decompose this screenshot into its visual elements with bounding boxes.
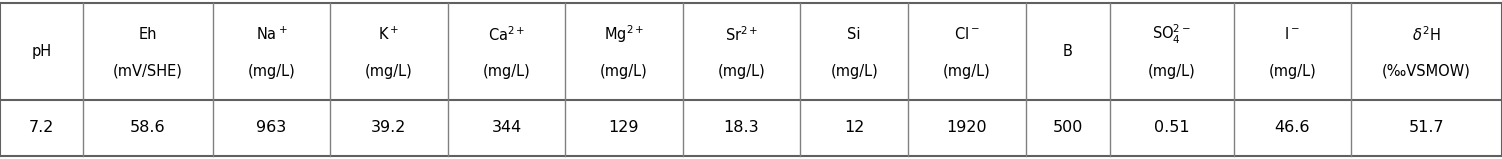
Text: 0.51: 0.51 (1154, 121, 1190, 135)
Text: B: B (1063, 44, 1072, 59)
Text: (mV/SHE): (mV/SHE) (113, 64, 183, 79)
Text: Na$^+$: Na$^+$ (255, 26, 287, 43)
Text: I$^-$: I$^-$ (1284, 26, 1301, 42)
Text: (mg/L): (mg/L) (943, 64, 991, 79)
Text: Eh: Eh (138, 27, 156, 42)
Text: 39.2: 39.2 (371, 121, 407, 135)
Text: (mg/L): (mg/L) (365, 64, 413, 79)
Text: 129: 129 (608, 121, 640, 135)
Text: (mg/L): (mg/L) (482, 64, 530, 79)
Text: (mg/L): (mg/L) (601, 64, 647, 79)
Text: 46.6: 46.6 (1275, 121, 1310, 135)
Text: (mg/L): (mg/L) (248, 64, 296, 79)
Text: 51.7: 51.7 (1409, 121, 1445, 135)
Text: $\delta^2$H: $\delta^2$H (1412, 25, 1440, 44)
Text: K$^+$: K$^+$ (379, 26, 400, 43)
Text: SO$_4^{2-}$: SO$_4^{2-}$ (1152, 23, 1191, 46)
Text: 58.6: 58.6 (129, 121, 165, 135)
Text: Mg$^{2+}$: Mg$^{2+}$ (604, 23, 644, 45)
Text: pH: pH (32, 44, 51, 59)
Text: 963: 963 (257, 121, 287, 135)
Text: 12: 12 (844, 121, 864, 135)
Text: (mg/L): (mg/L) (1148, 64, 1196, 79)
Text: (mg/L): (mg/L) (831, 64, 879, 79)
Text: 1920: 1920 (946, 121, 987, 135)
Text: (mg/L): (mg/L) (718, 64, 766, 79)
Text: Cl$^-$: Cl$^-$ (954, 26, 979, 42)
Text: Si: Si (847, 27, 861, 42)
Text: (mg/L): (mg/L) (1269, 64, 1316, 79)
Text: 7.2: 7.2 (29, 121, 54, 135)
Text: Sr$^{2+}$: Sr$^{2+}$ (725, 25, 759, 44)
Text: 500: 500 (1053, 121, 1083, 135)
Text: Ca$^{2+}$: Ca$^{2+}$ (488, 25, 526, 44)
Text: 344: 344 (491, 121, 521, 135)
Text: (‰VSMOW): (‰VSMOW) (1382, 64, 1470, 79)
Text: 18.3: 18.3 (724, 121, 760, 135)
